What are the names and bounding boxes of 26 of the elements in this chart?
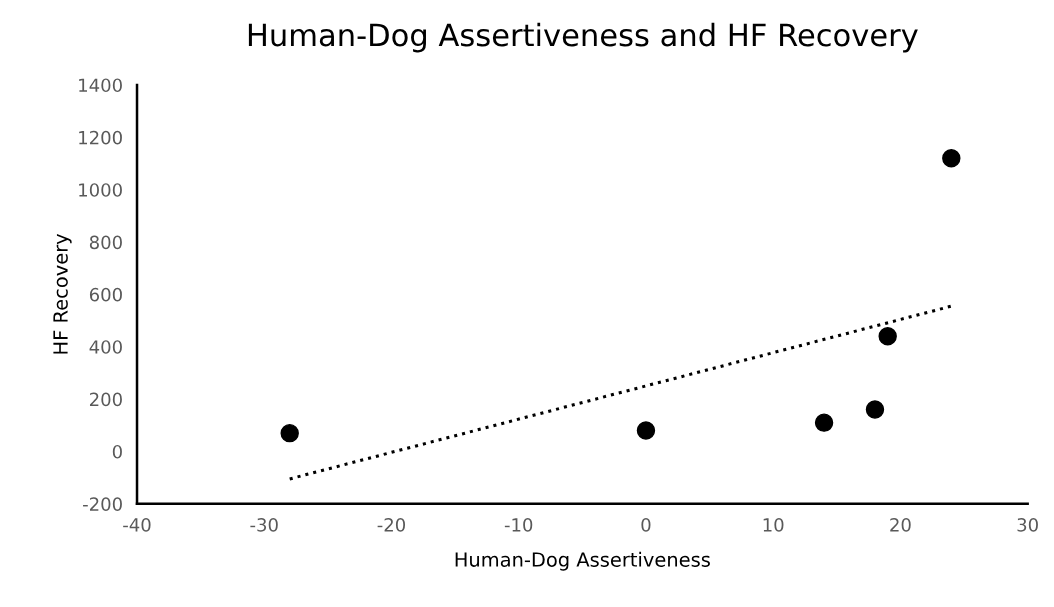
x-tick-label: -10 [504, 518, 533, 532]
y-tick-label: 200 [89, 392, 122, 407]
y-tick-label: -200 [83, 497, 122, 511]
point [942, 149, 961, 168]
x-tick-label: 0 [641, 518, 651, 532]
y-tick-label: 600 [89, 287, 122, 302]
x-tick-label: 20 [890, 518, 911, 532]
point [636, 421, 656, 440]
chart-title: Human-Dog Assertiveness and HF Recovery [248, 22, 918, 53]
y-tick-label: 400 [89, 340, 122, 354]
y-tick-label: 800 [89, 235, 122, 250]
y-tick-label: 1400 [79, 78, 122, 93]
y-axis-title: HF Recovery [53, 233, 72, 354]
y-tick-label: 0 [112, 444, 122, 459]
point [280, 423, 299, 443]
x-axis-title: Human-Dog Assertiveness [455, 551, 710, 571]
point [814, 413, 834, 432]
x-tick-label: -40 [123, 518, 151, 532]
x-tick-label: 10 [763, 518, 784, 532]
x-tick-label: -30 [250, 518, 278, 532]
y-tick-label: 1000 [79, 183, 122, 197]
y-tick-label: 1200 [79, 130, 122, 145]
x-tick-label: 30 [1017, 518, 1038, 532]
x-tick-label: -20 [377, 518, 406, 532]
point [865, 400, 885, 419]
point [878, 327, 897, 346]
